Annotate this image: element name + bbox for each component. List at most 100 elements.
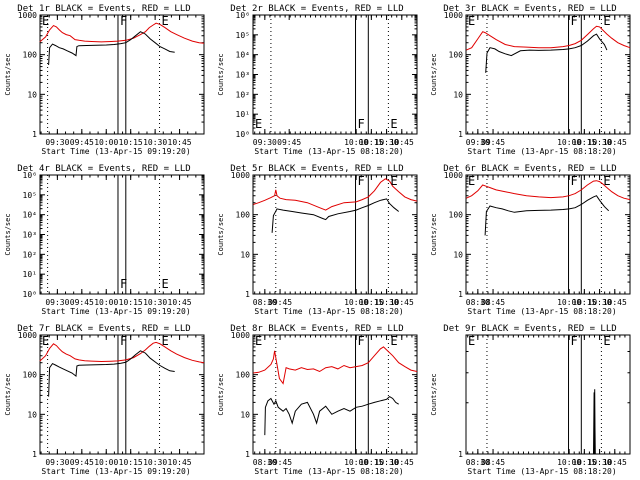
x-tick-label: 10:45	[603, 298, 627, 307]
plot-frame	[39, 334, 205, 455]
y-tick-label: 10	[453, 90, 463, 99]
marker-e: E	[390, 117, 397, 131]
marker-e: E	[162, 334, 169, 348]
x-tick-label: 08:30	[253, 298, 277, 307]
x-tick-label: 10:00	[94, 138, 118, 147]
x-axis-label: Start Time (13-Apr-15 08:18:20)	[467, 307, 616, 316]
x-tick-label: 10:30	[375, 138, 399, 147]
x-tick-label: 10:45	[390, 458, 414, 467]
x-tick-label: 10:30	[143, 138, 167, 147]
series-line-events	[485, 33, 608, 73]
series-line-lld	[466, 180, 631, 201]
plot-frame	[39, 14, 205, 135]
y-tick-label: 100	[236, 211, 251, 220]
series-line-events	[593, 389, 596, 455]
x-tick-label: 08:45	[481, 298, 505, 307]
x-tick-label: 10:30	[588, 458, 612, 467]
x-tick-label: 10:00	[557, 458, 581, 467]
x-tick-label: 10:30	[588, 138, 612, 147]
x-axis-label: Start Time (13-Apr-15 09:19:20)	[41, 467, 190, 476]
x-axis-label: Start Time (13-Apr-15 09:19:20)	[41, 147, 190, 156]
x-tick-label: 10:00	[344, 298, 368, 307]
x-tick-label: 10:15	[119, 458, 143, 467]
y-tick-label: 10¹	[236, 110, 250, 119]
series-line-events	[264, 395, 399, 436]
x-tick-label: 10:45	[603, 138, 627, 147]
marker-e: E	[390, 174, 397, 188]
x-tick-label: 10:30	[143, 298, 167, 307]
marker-e: E	[468, 14, 475, 28]
y-axis-label: Counts/sec	[217, 213, 225, 255]
x-tick-label: 10:45	[168, 458, 192, 467]
y-tick-label: 1	[32, 450, 37, 459]
y-tick-label: 10⁶	[236, 11, 250, 20]
panel-det-6: Det 6r BLACK = Events, RED = LLD 1 10 100 10…	[430, 164, 631, 316]
plot-frame	[465, 334, 631, 455]
x-axis-label: Start Time (13-Apr-15 08:18:20)	[467, 147, 616, 156]
x-tick-label: 08:30	[466, 458, 490, 467]
y-tick-label: 1000	[231, 171, 250, 180]
panel-title: Det 7r BLACK = Events, RED = LLD	[17, 324, 190, 334]
marker-e: E	[42, 14, 49, 28]
x-tick-label: 09:45	[268, 458, 292, 467]
panel-det-5: Det 5r BLACK = Events, RED = LLD 1 10 100 10…	[217, 164, 418, 316]
x-tick-label: 10:30	[588, 298, 612, 307]
x-axis-label: Start Time (13-Apr-15 08:18:20)	[254, 147, 403, 156]
panel-det-3: Det 3r BLACK = Events, RED = LLD 1 10 100 10…	[430, 4, 631, 156]
marker-e: E	[255, 117, 262, 131]
y-tick-label: 10³	[236, 71, 250, 80]
x-tick-label: 09:45	[70, 458, 94, 467]
y-tick-label: 10⁵	[23, 191, 37, 200]
x-tick-label: 09:45	[277, 138, 301, 147]
y-axis-label: Counts/sec	[4, 213, 12, 255]
x-tick-label: 10:00	[344, 458, 368, 467]
x-tick-label: 10:00	[557, 138, 581, 147]
y-tick-label: 1	[32, 130, 37, 139]
series-line-events	[271, 198, 400, 233]
panel-title: Det 2r BLACK = Events, RED = LLD	[230, 4, 403, 14]
x-tick-label: 10:15	[572, 458, 596, 467]
x-tick-label: 09:30	[45, 458, 69, 467]
marker-e: E	[603, 14, 610, 28]
y-tick-label: 10²	[23, 250, 37, 259]
x-tick-label: 10:45	[168, 298, 192, 307]
y-tick-label: 10	[27, 90, 37, 99]
panel-det-9: Det 9r BLACK = Events, RED = LLD 1 Counts/…	[430, 324, 631, 476]
series-line-events	[48, 350, 175, 397]
y-tick-label: 10⁴	[23, 211, 37, 220]
panel-title: Det 3r BLACK = Events, RED = LLD	[443, 4, 616, 14]
y-tick-label: 10⁴	[236, 51, 250, 60]
y-tick-label: 1	[458, 450, 463, 459]
marker-e: E	[468, 334, 475, 348]
y-tick-label: 100	[23, 371, 38, 380]
marker-f: F	[120, 277, 127, 291]
x-tick-label: 10:15	[572, 298, 596, 307]
y-axis-label: Counts/sec	[4, 53, 12, 95]
series-line-events	[484, 195, 610, 236]
marker-e: E	[390, 334, 397, 348]
y-tick-label: 100	[449, 51, 464, 60]
x-axis-label: Start Time (13-Apr-15 08:18:20)	[254, 307, 403, 316]
x-axis-label: Start Time (13-Apr-15 08:18:20)	[254, 467, 403, 476]
y-axis-label: Counts/sec	[430, 373, 438, 415]
marker-f: F	[571, 334, 578, 348]
marker-f: F	[358, 334, 365, 348]
y-tick-label: 1	[458, 130, 463, 139]
panel-title: Det 4r BLACK = Events, RED = LLD	[17, 164, 190, 174]
panel-title: Det 6r BLACK = Events, RED = LLD	[443, 164, 616, 174]
y-tick-label: 10	[27, 410, 37, 419]
x-tick-label: 10:15	[119, 298, 143, 307]
series-line-lld	[253, 178, 418, 211]
x-tick-label: 08:30	[466, 298, 490, 307]
marker-f: F	[358, 174, 365, 188]
y-tick-label: 1000	[18, 11, 37, 20]
y-tick-label: 100	[236, 371, 251, 380]
x-tick-label: 09:30	[466, 138, 490, 147]
y-tick-label: 1	[458, 290, 463, 299]
series-line-events	[48, 31, 175, 66]
series-line-lld	[39, 341, 205, 364]
x-axis-label: Start Time (13-Apr-15 08:18:20)	[467, 467, 616, 476]
x-tick-label: 10:15	[359, 458, 383, 467]
marker-e: E	[162, 14, 169, 28]
marker-e: E	[42, 334, 49, 348]
